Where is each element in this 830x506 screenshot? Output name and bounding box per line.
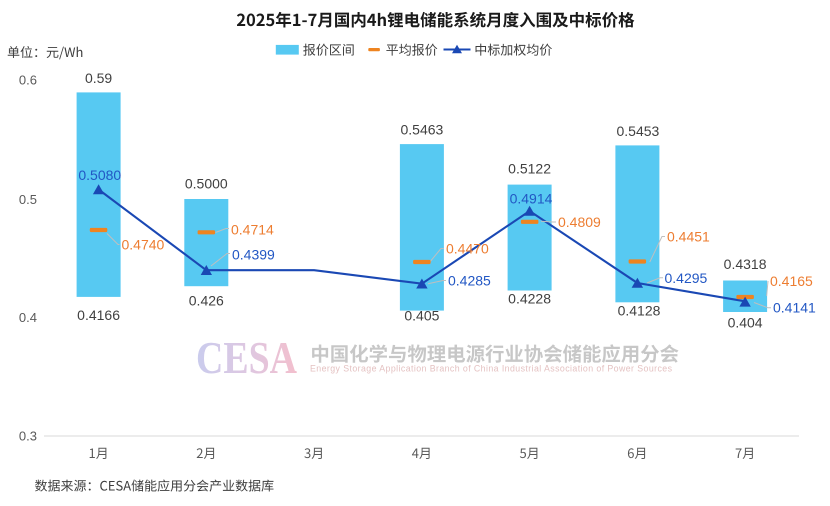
svg-text:0.4714: 0.4714: [231, 222, 274, 238]
svg-text:0.4809: 0.4809: [558, 214, 601, 230]
svg-text:0.6: 0.6: [19, 73, 37, 88]
svg-text:0.4141: 0.4141: [773, 300, 816, 316]
svg-text:0.4399: 0.4399: [232, 247, 275, 263]
svg-text:0.5080: 0.5080: [78, 167, 121, 183]
svg-text:0.405: 0.405: [404, 308, 439, 324]
svg-text:CESA: CESA: [196, 332, 297, 383]
svg-text:0.5: 0.5: [19, 192, 37, 207]
svg-text:0.3: 0.3: [19, 429, 37, 444]
svg-text:0.4914: 0.4914: [510, 191, 553, 207]
svg-text:0.5122: 0.5122: [508, 160, 551, 176]
svg-text:0.426: 0.426: [189, 293, 224, 309]
svg-text:0.404: 0.404: [728, 314, 763, 330]
svg-text:Energy Storage Application Bra: Energy Storage Application Branch of Chi…: [310, 364, 673, 374]
svg-text:0.4228: 0.4228: [508, 290, 551, 306]
svg-text:0.4470: 0.4470: [446, 241, 489, 257]
svg-text:0.4166: 0.4166: [77, 307, 120, 323]
svg-text:0.5000: 0.5000: [185, 176, 228, 192]
svg-text:0.4740: 0.4740: [122, 237, 165, 253]
svg-text:0.4128: 0.4128: [618, 303, 661, 319]
svg-text:0.59: 0.59: [85, 70, 112, 86]
svg-text:0.5453: 0.5453: [616, 123, 659, 139]
svg-text:0.4318: 0.4318: [724, 256, 767, 272]
svg-text:0.4165: 0.4165: [770, 273, 813, 289]
svg-text:0.4451: 0.4451: [667, 229, 710, 245]
svg-text:0.5463: 0.5463: [400, 122, 443, 138]
svg-text:0.4285: 0.4285: [448, 273, 491, 289]
svg-text:0.4295: 0.4295: [665, 270, 708, 286]
svg-text:0.4: 0.4: [19, 310, 37, 325]
